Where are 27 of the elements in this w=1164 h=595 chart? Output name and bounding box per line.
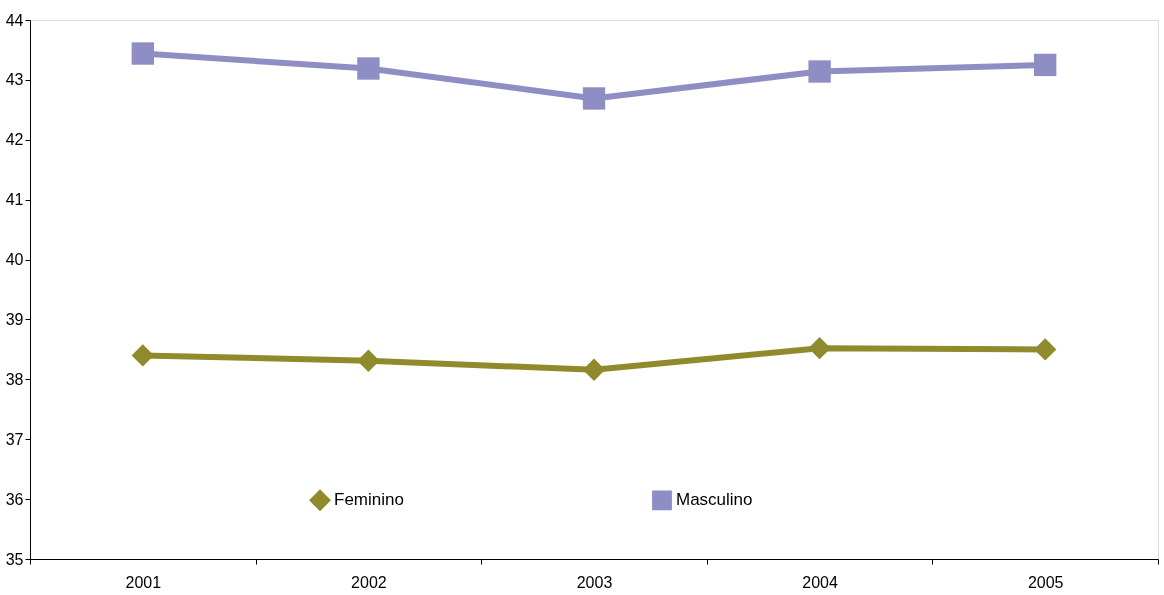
point <box>131 42 154 65</box>
point <box>357 57 380 80</box>
y-tick-label: 38 <box>5 370 24 388</box>
point <box>1034 53 1057 77</box>
y-tick-label: 43 <box>5 71 24 89</box>
y-tick-label: 42 <box>5 131 24 149</box>
point <box>808 337 831 360</box>
x-tick-label: 2004 <box>802 573 838 591</box>
y-tick-label: 39 <box>5 310 24 328</box>
point <box>131 344 154 367</box>
x-tick-label: 2005 <box>1027 573 1064 591</box>
point <box>1034 338 1057 361</box>
y-tick-label: 37 <box>5 430 24 448</box>
point <box>582 87 606 110</box>
y-tick-label: 41 <box>5 191 24 209</box>
point <box>357 349 380 372</box>
x-tick-label: 2002 <box>351 573 387 591</box>
point <box>582 358 606 381</box>
point <box>808 60 831 83</box>
legend-label: Masculino <box>676 490 753 510</box>
y-tick-label: 36 <box>5 490 24 508</box>
y-tick-label: 44 <box>5 11 24 29</box>
x-tick-label: 2003 <box>576 573 613 591</box>
legend-label: Feminino <box>334 490 404 510</box>
x-tick-label: 2001 <box>125 573 162 591</box>
y-tick-label: 35 <box>5 550 24 568</box>
y-tick-label: 40 <box>5 251 24 269</box>
